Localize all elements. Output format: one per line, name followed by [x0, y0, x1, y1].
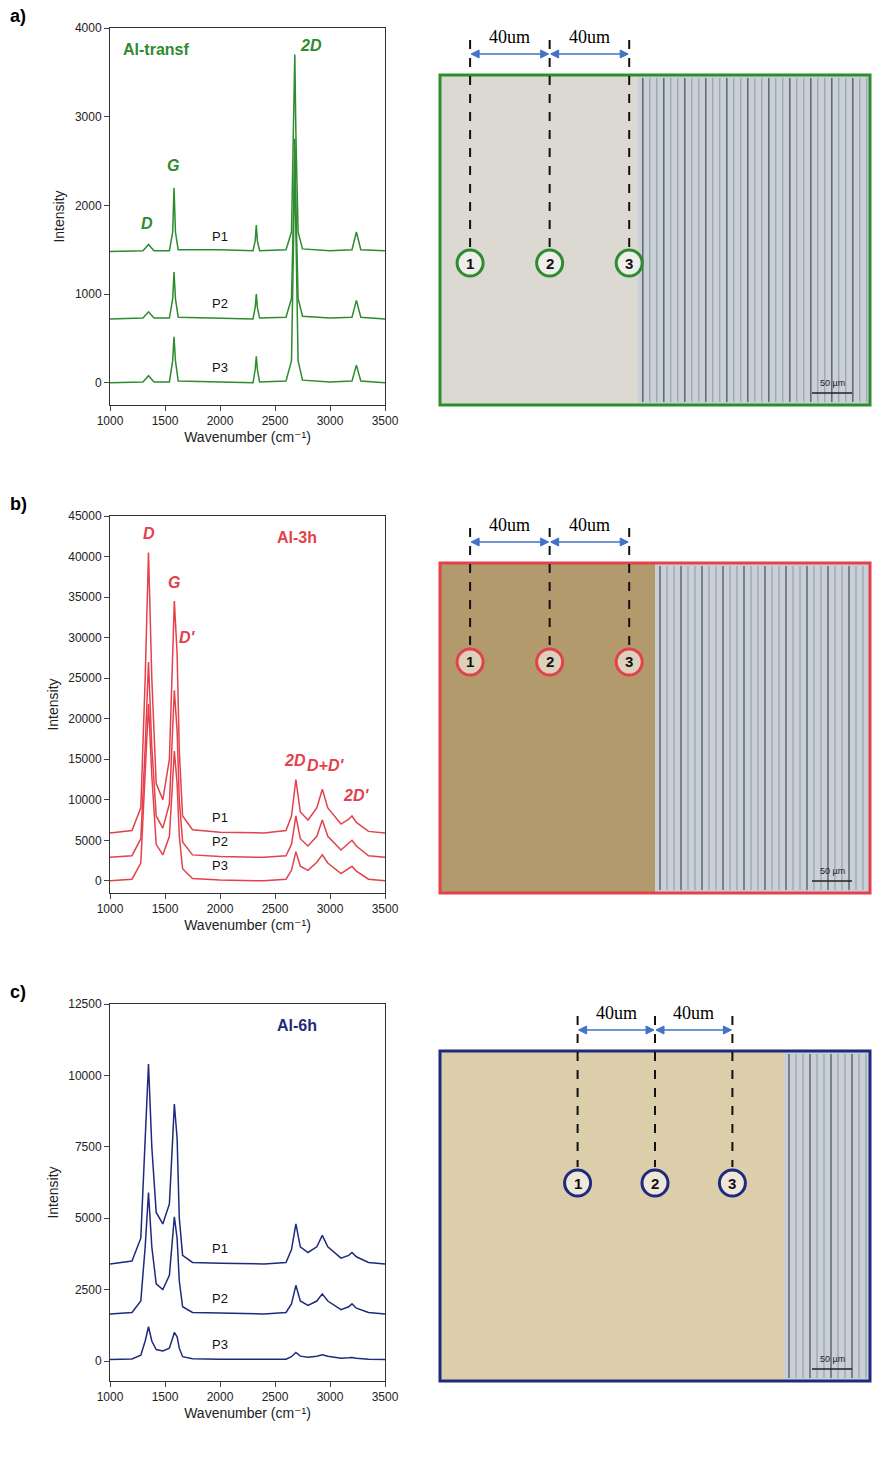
svg-text:10000: 10000 — [68, 793, 102, 807]
svg-text:P2: P2 — [212, 834, 228, 849]
svg-text:50 µm: 50 µm — [820, 1354, 845, 1364]
svg-text:30000: 30000 — [68, 631, 102, 645]
svg-text:1: 1 — [466, 653, 474, 670]
svg-text:c): c) — [10, 982, 26, 1002]
svg-text:7500: 7500 — [75, 1140, 102, 1154]
svg-text:Intensity: Intensity — [51, 190, 67, 242]
svg-text:Al-3h: Al-3h — [277, 529, 317, 546]
svg-text:2500: 2500 — [262, 902, 289, 916]
svg-text:4000: 4000 — [75, 21, 102, 35]
svg-text:40um: 40um — [673, 1003, 714, 1023]
svg-text:P3: P3 — [212, 858, 228, 873]
svg-text:0: 0 — [95, 376, 102, 390]
svg-text:2000: 2000 — [207, 1390, 234, 1404]
svg-text:1: 1 — [574, 1175, 582, 1192]
svg-text:20000: 20000 — [68, 712, 102, 726]
svg-text:P3: P3 — [212, 1337, 228, 1352]
svg-text:2500: 2500 — [262, 1390, 289, 1404]
svg-text:Wavenumber (cm⁻¹): Wavenumber (cm⁻¹) — [184, 1405, 311, 1421]
svg-text:2: 2 — [651, 1175, 659, 1192]
svg-text:P1: P1 — [212, 229, 228, 244]
svg-text:1500: 1500 — [152, 414, 179, 428]
svg-text:Intensity: Intensity — [45, 678, 61, 730]
svg-text:G: G — [168, 574, 180, 591]
svg-text:3000: 3000 — [317, 902, 344, 916]
svg-text:Al-transf: Al-transf — [123, 41, 189, 58]
svg-text:Wavenumber (cm⁻¹): Wavenumber (cm⁻¹) — [184, 429, 311, 445]
svg-text:2D': 2D' — [343, 787, 369, 804]
svg-text:1000: 1000 — [97, 902, 124, 916]
svg-text:P2: P2 — [212, 1291, 228, 1306]
svg-text:40um: 40um — [489, 27, 530, 47]
svg-text:2000: 2000 — [207, 414, 234, 428]
svg-text:3000: 3000 — [317, 414, 344, 428]
svg-text:Al-6h: Al-6h — [277, 1017, 317, 1034]
svg-text:45000: 45000 — [68, 509, 102, 523]
svg-text:3000: 3000 — [75, 110, 102, 124]
svg-text:G: G — [167, 157, 179, 174]
svg-text:P1: P1 — [212, 810, 228, 825]
svg-text:40um: 40um — [569, 27, 610, 47]
svg-text:D+D': D+D' — [307, 757, 344, 774]
svg-text:3: 3 — [625, 255, 633, 272]
svg-text:40um: 40um — [489, 515, 530, 535]
svg-text:50 µm: 50 µm — [820, 378, 845, 388]
svg-text:2D: 2D — [284, 752, 306, 769]
svg-text:1500: 1500 — [152, 902, 179, 916]
svg-text:2D: 2D — [300, 37, 322, 54]
svg-text:D': D' — [179, 629, 196, 646]
svg-text:D: D — [141, 215, 153, 232]
svg-text:3000: 3000 — [317, 1390, 344, 1404]
svg-text:2000: 2000 — [207, 902, 234, 916]
svg-text:1500: 1500 — [152, 1390, 179, 1404]
svg-text:1000: 1000 — [75, 287, 102, 301]
svg-text:P3: P3 — [212, 360, 228, 375]
svg-text:2: 2 — [546, 255, 554, 272]
svg-text:10000: 10000 — [68, 1069, 102, 1083]
svg-text:2000: 2000 — [75, 199, 102, 213]
svg-text:15000: 15000 — [68, 752, 102, 766]
svg-text:P1: P1 — [212, 1241, 228, 1256]
svg-text:3500: 3500 — [372, 902, 399, 916]
svg-text:3: 3 — [728, 1175, 736, 1192]
svg-text:50 µm: 50 µm — [820, 866, 845, 876]
svg-text:1: 1 — [466, 255, 474, 272]
svg-text:Intensity: Intensity — [45, 1166, 61, 1218]
svg-text:40000: 40000 — [68, 550, 102, 564]
svg-text:1000: 1000 — [97, 414, 124, 428]
svg-text:a): a) — [10, 6, 26, 26]
svg-text:40um: 40um — [569, 515, 610, 535]
svg-text:2500: 2500 — [262, 414, 289, 428]
svg-text:2: 2 — [546, 653, 554, 670]
svg-text:3500: 3500 — [372, 414, 399, 428]
svg-text:Wavenumber (cm⁻¹): Wavenumber (cm⁻¹) — [184, 917, 311, 933]
svg-text:0: 0 — [95, 1354, 102, 1368]
svg-text:P2: P2 — [212, 296, 228, 311]
svg-text:40um: 40um — [596, 1003, 637, 1023]
svg-text:3: 3 — [625, 653, 633, 670]
svg-text:1000: 1000 — [97, 1390, 124, 1404]
svg-text:12500: 12500 — [68, 997, 102, 1011]
svg-text:5000: 5000 — [75, 834, 102, 848]
svg-text:0: 0 — [95, 874, 102, 888]
svg-text:25000: 25000 — [68, 671, 102, 685]
svg-text:35000: 35000 — [68, 590, 102, 604]
svg-text:b): b) — [10, 494, 27, 514]
svg-text:3500: 3500 — [372, 1390, 399, 1404]
svg-text:5000: 5000 — [75, 1211, 102, 1225]
svg-text:D: D — [143, 525, 155, 542]
svg-text:2500: 2500 — [75, 1283, 102, 1297]
